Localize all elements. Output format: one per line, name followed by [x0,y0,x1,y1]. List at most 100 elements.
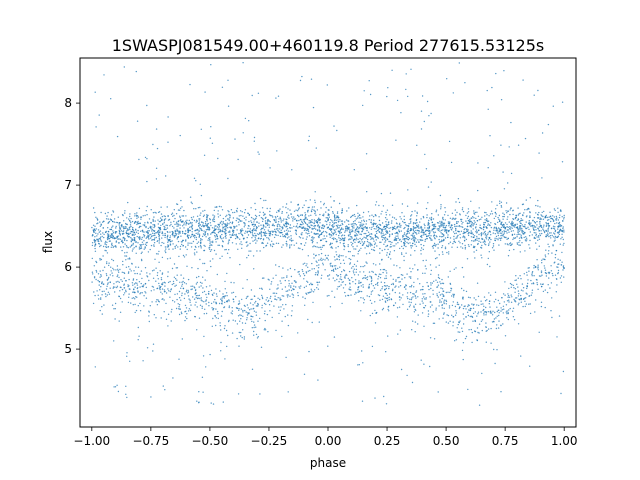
data-point [383,268,386,271]
data-point [206,227,209,229]
data-point [460,220,463,222]
data-point [511,296,513,298]
data-point [161,293,163,295]
data-point [144,247,146,249]
data-point [372,271,374,273]
data-point [180,235,182,237]
data-point [494,223,496,225]
data-point [264,329,267,331]
data-point [493,155,495,157]
data-point [148,238,150,240]
data-point [445,303,447,305]
data-point [334,222,336,224]
data-point [435,266,437,268]
data-point [383,237,385,239]
data-point [454,225,456,228]
data-point [221,86,224,89]
data-point [158,282,160,285]
data-point [497,216,499,219]
data-point [289,230,291,232]
data-point [420,110,423,112]
data-point [400,218,402,220]
data-point [538,152,540,154]
data-point [311,321,313,324]
data-point [366,240,369,243]
data-point [356,227,358,230]
data-point [330,196,332,198]
data-point [393,264,395,266]
data-point [386,294,388,296]
data-point [498,220,501,223]
data-point [472,240,475,242]
data-point [104,243,106,245]
data-point [542,258,544,260]
data-point [525,227,527,230]
data-point [263,302,266,305]
data-point [263,213,266,215]
data-point [499,237,502,240]
data-point [385,231,388,234]
data-point [339,219,341,221]
data-point [292,296,294,299]
data-point [370,277,373,279]
data-point [461,349,464,352]
data-point [426,214,428,216]
data-point [199,258,201,261]
data-point [99,245,101,248]
data-point [247,307,249,309]
data-point [466,258,469,260]
data-point [109,287,111,289]
data-point [344,221,346,223]
data-point [230,312,232,314]
data-point [333,232,335,234]
data-point [224,288,226,290]
data-point [111,304,114,306]
data-point [290,201,292,203]
data-point [355,265,357,267]
data-point [200,194,203,197]
data-point [124,255,126,257]
data-point [248,220,250,223]
data-point [166,224,169,227]
data-point [212,220,214,222]
data-point [370,233,372,235]
data-point [437,247,439,249]
data-point [504,228,506,230]
data-point [386,299,389,302]
data-point [395,280,397,282]
data-point [410,286,412,288]
data-point [450,161,453,164]
data-point [277,221,280,223]
data-point [354,223,356,225]
data-point [460,287,463,290]
data-point [550,215,552,217]
data-point [410,244,412,247]
data-point [480,320,483,322]
data-point [218,227,220,229]
data-point [417,226,420,228]
data-point [388,230,391,232]
data-point [227,177,229,180]
data-point [543,231,546,234]
data-point [428,223,430,225]
data-point [111,236,113,239]
data-point [157,278,159,280]
data-point [529,303,531,305]
data-point [305,218,307,220]
data-point [254,236,256,238]
data-point [363,236,365,238]
data-point [491,314,494,316]
data-point [371,214,373,216]
data-point [500,201,503,203]
data-point [559,229,561,232]
data-point [399,226,402,228]
data-point [499,302,501,305]
data-point [506,212,508,214]
data-point [382,232,384,234]
data-point [318,219,320,222]
data-point [506,223,508,226]
data-point [236,229,238,231]
data-point [442,218,444,221]
data-point [541,132,544,134]
data-point [517,295,520,297]
